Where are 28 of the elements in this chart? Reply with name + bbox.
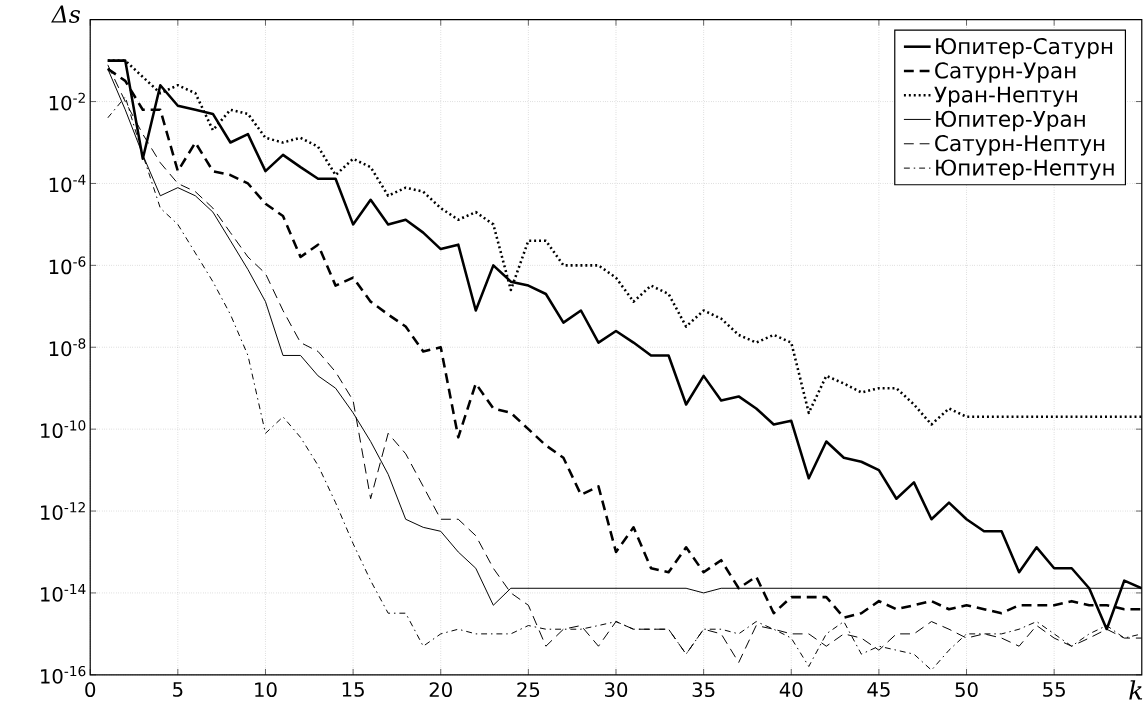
y-tick-label: 10$^{-14}$ <box>41 583 86 602</box>
y-tick-label: 10$^{-6}$ <box>49 256 86 275</box>
legend-label: Юпитер-Нептун <box>936 159 1114 180</box>
x-tick-label: 20 <box>429 682 452 697</box>
x-tick-label: 50 <box>955 682 978 697</box>
legend-label: Юпитер-Сатурн <box>936 37 1113 59</box>
legend-label: Уран-Нептун <box>934 86 1077 107</box>
legend-label: Юпитер-Уран <box>936 110 1085 132</box>
y-tick-label: 10$^{-2}$ <box>49 92 85 111</box>
y-axis-title: Δs <box>51 5 81 23</box>
x-tick-label: 25 <box>517 682 540 697</box>
y-tick-label: 10$^{-4}$ <box>49 174 86 193</box>
x-tick-label: 55 <box>1043 682 1065 697</box>
legend-label: Сатурн-Нептун <box>935 134 1105 156</box>
x-tick-label: 45 <box>867 682 890 697</box>
x-tick-label: 15 <box>342 682 364 697</box>
x-tick-label: 35 <box>692 682 715 697</box>
x-tick-label: 5 <box>173 682 183 697</box>
x-tick-label: 10 <box>255 682 277 697</box>
x-tick-label: 30 <box>605 682 628 697</box>
y-tick-label: 10$^{-8}$ <box>49 338 86 356</box>
y-tick-label: 10$^{-12}$ <box>41 501 85 520</box>
x-tick-label: 40 <box>779 682 803 697</box>
legend-label: Сатурн-Уран <box>935 62 1076 83</box>
x-axis-title: k <box>1129 680 1143 700</box>
y-tick-label: 10$^{-10}$ <box>41 420 86 438</box>
y-tick-label: 10$^{-16}$ <box>41 665 86 684</box>
x-tick-label: 0 <box>85 682 96 697</box>
